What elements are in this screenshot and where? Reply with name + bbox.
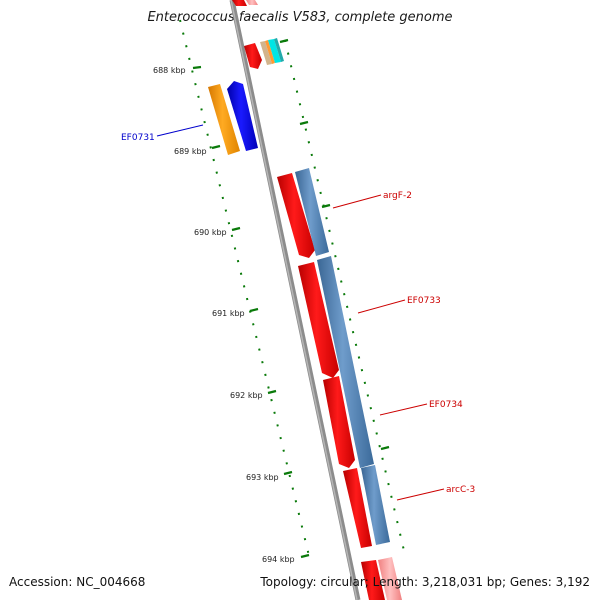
accession-text: Accession: NC_004668 bbox=[9, 575, 146, 589]
gene-label-ef0733[interactable]: EF0733 bbox=[407, 296, 441, 306]
gene-feature-argf2-product[interactable] bbox=[295, 168, 329, 256]
gene-feature-arcc3-product[interactable] bbox=[361, 465, 390, 545]
gene-feature-argf2[interactable] bbox=[277, 173, 315, 258]
gene-feature-top-right[interactable] bbox=[246, 0, 258, 5]
gene-feature-small-cyan[interactable] bbox=[268, 39, 281, 63]
gene-feature-small-tan[interactable] bbox=[260, 41, 272, 65]
tick-label: 690 kbp bbox=[194, 228, 227, 237]
gene-feature-ef0731[interactable] bbox=[227, 81, 258, 151]
genome-summary-text: Topology: circular; Length: 3,218,031 bp… bbox=[260, 575, 590, 589]
gene-feature-small-teal[interactable] bbox=[274, 38, 284, 62]
gene-feature-ef0733[interactable] bbox=[298, 262, 339, 378]
gene-feature-small-red[interactable] bbox=[244, 43, 262, 69]
tick-outer-top bbox=[279, 38, 289, 44]
tick-label: 688 kbp bbox=[153, 66, 186, 75]
tick-guide bbox=[179, 19, 311, 561]
genome-title: Enterococcus faecalis V583, complete gen… bbox=[147, 10, 453, 25]
tick-outer-2 bbox=[321, 203, 331, 209]
tick-690 bbox=[231, 226, 241, 232]
gene-feature-bottom-red[interactable] bbox=[361, 560, 385, 600]
leader-ef0731 bbox=[156, 124, 204, 137]
leader-argf2 bbox=[332, 194, 382, 209]
gene-label-arcc3[interactable]: arcC-3 bbox=[446, 485, 475, 495]
tick-scale bbox=[179, 19, 406, 561]
tick-label: 689 kbp bbox=[174, 147, 207, 156]
leader-ef0734 bbox=[379, 403, 428, 416]
gene-feature-bottom-pink[interactable] bbox=[378, 557, 402, 600]
gene-feature-small-orange[interactable] bbox=[265, 40, 275, 64]
tick-692 bbox=[267, 389, 277, 395]
gene-label-ef0734[interactable]: EF0734 bbox=[429, 400, 463, 410]
tick-label: 693 kbp bbox=[246, 473, 279, 482]
tick-label: 694 kbp bbox=[262, 555, 295, 564]
gene-label-ef0731[interactable]: EF0731 bbox=[121, 133, 155, 143]
tick-label: 691 kbp bbox=[212, 309, 245, 318]
tick-691 bbox=[249, 307, 259, 313]
gene-feature-orange[interactable] bbox=[208, 84, 240, 155]
gene-feature-top-left[interactable] bbox=[232, 0, 247, 6]
tick-label: 692 kbp bbox=[230, 391, 263, 400]
tick-689 bbox=[211, 144, 221, 150]
tick-outer-4 bbox=[299, 120, 309, 126]
genome-backbone-highlight bbox=[230, 0, 358, 600]
tick-694 bbox=[300, 553, 310, 559]
gene-feature-arcc3[interactable] bbox=[343, 468, 372, 548]
genome-backbone bbox=[229, 0, 361, 600]
tick-693 bbox=[283, 470, 293, 476]
leader-ef0733 bbox=[357, 299, 406, 314]
tick-outer-3 bbox=[380, 445, 390, 451]
tick-688 bbox=[192, 65, 202, 70]
leader-arcc3 bbox=[396, 488, 445, 501]
gene-feature-ef0733-product[interactable] bbox=[317, 256, 374, 468]
gene-label-argf2[interactable]: argF-2 bbox=[383, 191, 412, 201]
gene-feature-ef0734[interactable] bbox=[323, 376, 355, 468]
